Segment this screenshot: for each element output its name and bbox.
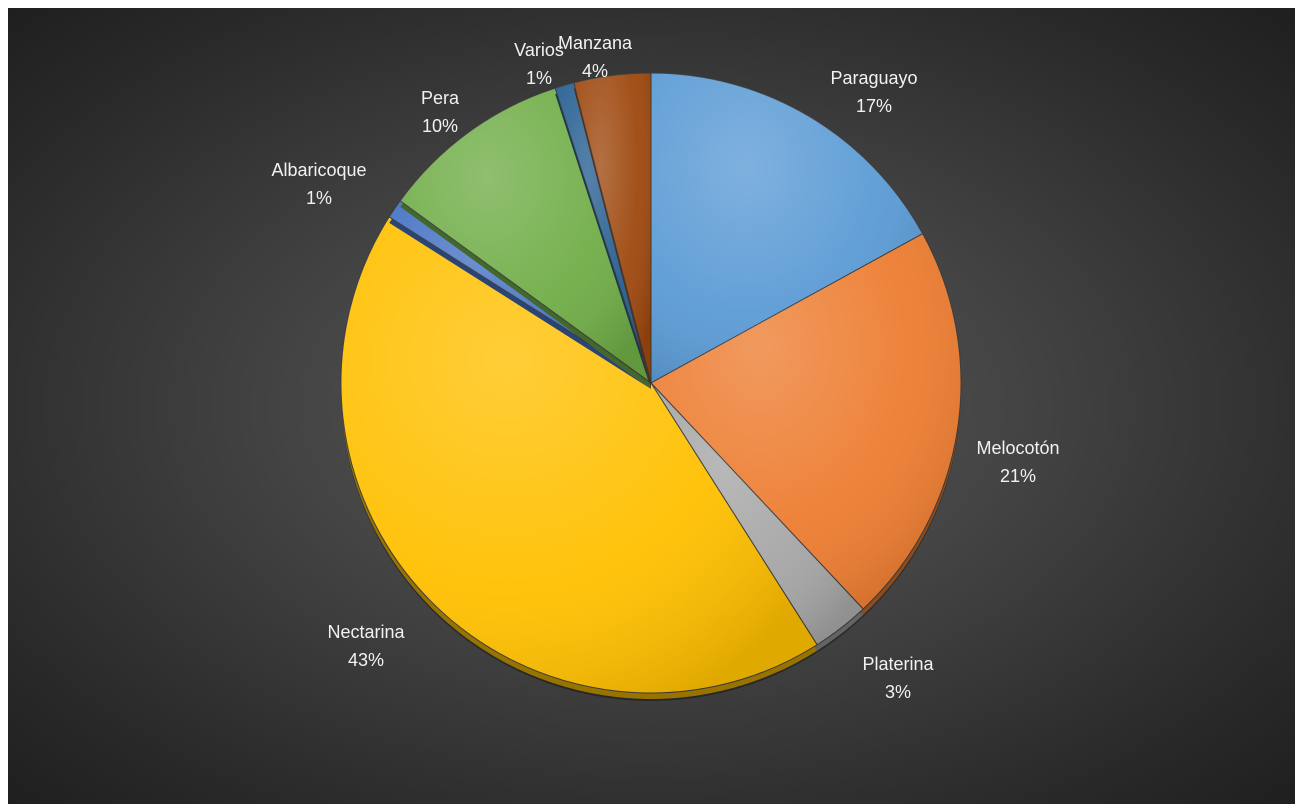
- slice-label-percent: 1%: [306, 188, 332, 208]
- slice-label-name: Varios: [514, 40, 564, 60]
- slice-label-name: Melocotón: [976, 438, 1059, 458]
- pie-slice-shine: [651, 383, 864, 645]
- pie-labels: Paraguayo 17% Melocotón 21% Platerina 3% Necta…: [271, 33, 1059, 702]
- slice-label-name: Nectarina: [327, 622, 405, 642]
- slice-label-percent: 1%: [526, 68, 552, 88]
- pie-slice-shine: [400, 88, 651, 383]
- pie-slice-shine: [651, 233, 962, 609]
- pie-slice-shine: [340, 216, 818, 693]
- pie-chart: Paraguayo 17% Melocotón 21% Platerina 3% Necta…: [271, 33, 1059, 702]
- slice-label-name: Platerina: [862, 654, 934, 674]
- slice-label-name: Paraguayo: [830, 68, 917, 88]
- slice-label-percent: 43%: [348, 650, 384, 670]
- pie-slice-rim-6: [555, 88, 651, 389]
- pie-slice-shine: [651, 73, 923, 383]
- slice-label-name: Albaricoque: [271, 160, 366, 180]
- slice-label-percent: 4%: [582, 61, 608, 81]
- slice-label-percent: 21%: [1000, 466, 1036, 486]
- slice-label-percent: 3%: [885, 682, 911, 702]
- pie-slice-shine: [573, 73, 651, 383]
- pie-slice-shine: [555, 82, 651, 383]
- pie-slices: [340, 72, 962, 699]
- slice-label-percent: 10%: [422, 116, 458, 136]
- slice-label-percent: 17%: [856, 96, 892, 116]
- slice-label-name: Manzana: [558, 33, 633, 53]
- slice-label-name: Pera: [421, 88, 460, 108]
- chart-area: Paraguayo 17% Melocotón 21% Platerina 3% Necta…: [8, 8, 1295, 804]
